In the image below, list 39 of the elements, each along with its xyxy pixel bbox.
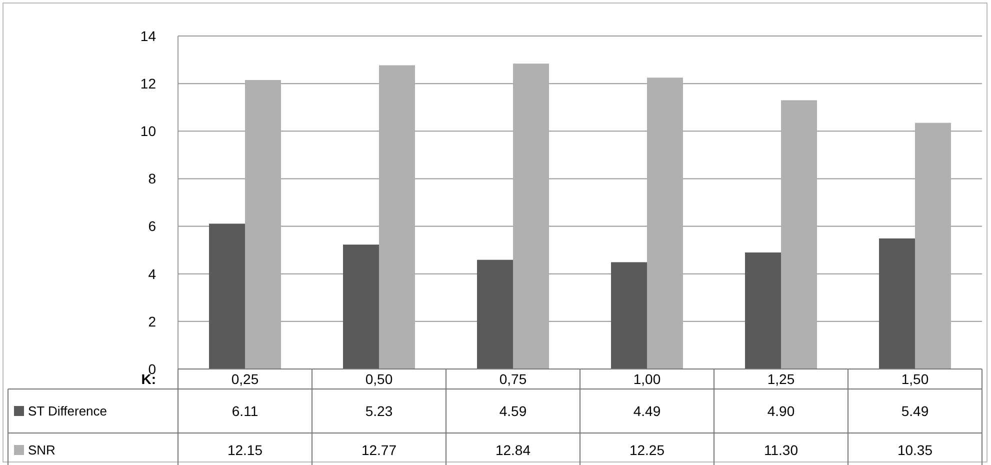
x-tick-label: 0,50: [365, 370, 393, 387]
data-label: 11.30: [764, 442, 798, 458]
bar: [343, 244, 379, 369]
bar: [379, 65, 415, 369]
y-tick-label: 8: [148, 170, 156, 187]
x-tick-label: 1,00: [633, 370, 661, 387]
x-tick-label: 1,50: [901, 370, 929, 387]
bar: [745, 252, 781, 369]
y-tick-label: 12: [140, 75, 156, 92]
data-label: 12.84: [495, 442, 531, 458]
bar: [915, 122, 951, 369]
x-tick-label: 1,25: [767, 370, 795, 387]
data-label: 12.15: [227, 442, 263, 458]
y-tick-label: 14: [140, 28, 156, 44]
bar: [477, 260, 513, 369]
y-tick-label: 2: [148, 313, 156, 330]
legend-label: ST Difference: [28, 404, 108, 419]
bar: [245, 80, 281, 369]
legend-label: SNR: [28, 442, 56, 458]
data-label: 5.23: [365, 402, 393, 419]
y-tick-label: 6: [148, 218, 156, 234]
data-label: 12.25: [629, 442, 665, 458]
x-tick-label: 0,25: [231, 370, 259, 387]
data-label: 6.11: [232, 402, 258, 419]
bar: [611, 262, 647, 369]
bar: [209, 224, 245, 369]
data-label: 10.35: [897, 442, 933, 458]
bar: [513, 64, 549, 369]
data-label: 4.90: [767, 402, 795, 419]
bar: [647, 78, 683, 369]
data-label: 4.49: [633, 402, 661, 419]
data-label: 5.49: [901, 402, 929, 419]
x-tick-label: 0,75: [499, 370, 527, 387]
y-tick-label: 4: [148, 266, 156, 282]
data-label: 12.77: [361, 442, 397, 458]
data-label: 4.59: [499, 402, 527, 419]
y-tick-label: 10: [140, 123, 156, 140]
bar: [879, 238, 915, 369]
bar: [781, 100, 817, 369]
